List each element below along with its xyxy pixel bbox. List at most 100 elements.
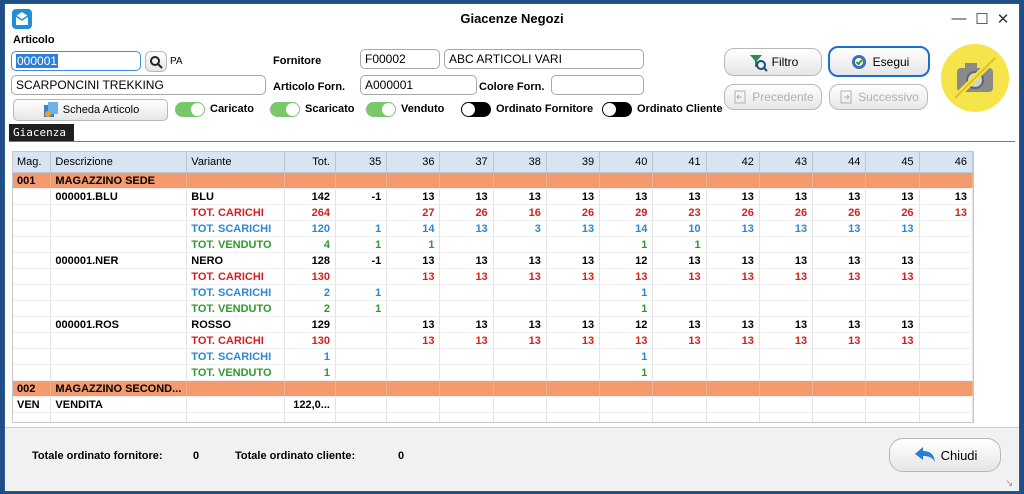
esegui-button[interactable]: Esegui: [828, 46, 930, 77]
table-cell: [546, 396, 601, 413]
table-row[interactable]: 000001.ROS ROSSO 129 13 13 13 13 12 13 13 13 13 13: [13, 316, 973, 333]
table-cell: [919, 348, 973, 365]
table-cell: 2: [284, 300, 336, 317]
table-cell: [919, 236, 973, 253]
grid-header-variante[interactable]: Variante: [186, 152, 286, 173]
grid-header-descrizione[interactable]: Descrizione: [50, 152, 188, 173]
table-cell: 1: [599, 348, 654, 365]
fornitore-code-input[interactable]: F00002: [360, 49, 440, 69]
table-cell: 26: [812, 204, 867, 221]
table-row[interactable]: TOT. SCARICHI 1 1: [13, 348, 973, 365]
table-cell: [50, 268, 188, 285]
table-cell: [13, 268, 52, 285]
table-cell: 1: [599, 236, 654, 253]
venduto-toggle[interactable]: [366, 102, 396, 117]
chiudi-label: Chiudi: [940, 447, 978, 463]
minimize-icon[interactable]: —: [951, 10, 967, 27]
table-cell: [13, 204, 52, 221]
fornitore-name-input[interactable]: ABC ARTICOLI VARI: [444, 49, 644, 69]
grid-header-mag[interactable]: Mag.: [13, 152, 52, 173]
table-row[interactable]: TOT. VENDUTO 2 1 1: [13, 300, 973, 317]
ordinato-fornitore-toggle[interactable]: [461, 102, 491, 117]
table-cell: [599, 172, 654, 189]
table-cell: MAGAZZINO SEDE: [50, 172, 188, 189]
grid-header-size-40[interactable]: 40: [599, 152, 654, 173]
grid-header-size-35[interactable]: 35: [335, 152, 388, 173]
table-cell: 1: [386, 236, 441, 253]
caricato-toggle[interactable]: [175, 102, 205, 117]
grid-header-size-44[interactable]: 44: [812, 152, 867, 173]
table-row[interactable]: TOT. CARICHI 264 27 26 16 26 29 23 26 26 26 26 13: [13, 204, 973, 221]
table-cell: [186, 396, 286, 413]
table-cell: [439, 396, 494, 413]
table-row[interactable]: TOT. VENDUTO 4 1 1 1 1: [13, 236, 973, 253]
venduto-label: Venduto: [401, 103, 445, 115]
table-row[interactable]: 000001.BLU BLU 142 -1 13 13 13 13 13 13 13 13 13 13 13: [13, 188, 973, 205]
table-cell: [284, 380, 336, 397]
article-description-input[interactable]: SCARPONCINI TREKKING: [11, 75, 266, 95]
scaricato-toggle[interactable]: [270, 102, 300, 117]
tab-giacenza[interactable]: Giacenza: [9, 124, 74, 141]
fornitore-label: Fornitore: [273, 55, 322, 67]
table-cell: [652, 348, 707, 365]
table-row[interactable]: TOT. CARICHI 130 13 13 13 13 13 13 13 13 13 13: [13, 268, 973, 285]
table-cell: [386, 300, 441, 317]
grid-header-size-38[interactable]: 38: [493, 152, 547, 173]
warehouse-group-row[interactable]: 001 MAGAZZINO SEDE: [13, 172, 973, 189]
maximize-icon[interactable]: ☐: [975, 11, 989, 28]
successivo-button[interactable]: Successivo: [829, 84, 928, 110]
chiudi-button[interactable]: Chiudi: [889, 438, 1001, 472]
articolo-forn-input[interactable]: A000001: [360, 75, 477, 95]
grid-header-size-37[interactable]: 37: [439, 152, 494, 173]
table-cell: [335, 364, 388, 381]
resize-grip-icon[interactable]: ↘: [1005, 478, 1014, 489]
table-cell: 129: [284, 316, 336, 333]
table-row[interactable]: TOT. SCARICHI 120 1 14 13 3 13 14 10 13 13 13 13: [13, 220, 973, 237]
colore-forn-input[interactable]: [551, 75, 644, 95]
table-cell: [812, 380, 867, 397]
scheda-articolo-label: Scheda Articolo: [62, 104, 140, 116]
table-cell: [13, 300, 52, 317]
table-cell: 4: [284, 236, 336, 253]
table-row[interactable]: TOT. CARICHI 130 13 13 13 13 13 13 13 13 13 13: [13, 332, 973, 349]
table-cell: 000001.ROS: [50, 316, 188, 333]
grid-header-size-39[interactable]: 39: [546, 152, 601, 173]
grid-header-size-41[interactable]: 41: [652, 152, 707, 173]
table-cell: 13: [706, 316, 760, 333]
table-cell: [599, 412, 654, 422]
ordinato-cliente-toggle[interactable]: [602, 102, 632, 117]
table-cell: TOT. VENDUTO: [186, 300, 286, 317]
table-cell: 13: [439, 252, 494, 269]
warehouse-group-row[interactable]: 002 MAGAZZINO SECOND...: [13, 380, 973, 397]
grid-header-size-42[interactable]: 42: [706, 152, 760, 173]
table-row[interactable]: VEN VENDITA 122,0...: [13, 396, 973, 413]
search-button[interactable]: [145, 51, 167, 72]
article-code-input[interactable]: 000001: [11, 51, 141, 71]
article-code-value: 000001: [16, 54, 59, 68]
filtro-button[interactable]: Filtro: [724, 48, 822, 76]
grid-header-size-45[interactable]: 45: [865, 152, 920, 173]
table-row[interactable]: TOT. VENDUTO 1 1: [13, 364, 973, 381]
table-cell: 13: [812, 268, 867, 285]
table-cell: TOT. VENDUTO: [186, 364, 286, 381]
table-cell: [759, 300, 814, 317]
close-icon[interactable]: ✕: [996, 11, 1010, 28]
table-cell: VEN: [13, 396, 52, 413]
table-cell: [546, 172, 601, 189]
grid-header-size-43[interactable]: 43: [759, 152, 814, 173]
precedente-button[interactable]: Precedente: [724, 84, 822, 110]
table-row[interactable]: 000001.NER NERO 128 -1 13 13 13 13 12 13 13 13 13 13: [13, 252, 973, 269]
tab-divider: [9, 141, 1015, 142]
grid-header-size-46[interactable]: 46: [919, 152, 973, 173]
table-cell: [919, 332, 973, 349]
grid-header-tot[interactable]: Tot.: [284, 152, 336, 173]
table-row[interactable]: [13, 412, 973, 422]
table-cell: [706, 364, 760, 381]
grid-header-size-36[interactable]: 36: [386, 152, 441, 173]
back-arrow-icon: [914, 447, 935, 462]
table-cell: 13: [493, 188, 547, 205]
table-cell: [812, 300, 867, 317]
table-row[interactable]: TOT. SCARICHI 2 1 1: [13, 284, 973, 301]
scheda-articolo-button[interactable]: Scheda Articolo: [13, 99, 168, 121]
table-cell: [812, 236, 867, 253]
